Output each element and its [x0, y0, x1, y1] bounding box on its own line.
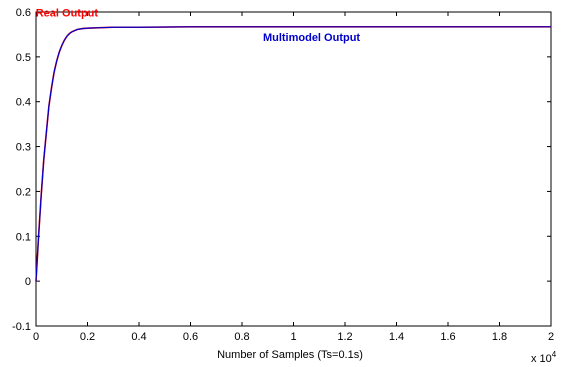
annotation-real-output: Real Output: [36, 7, 99, 19]
x-tick-label: 2: [548, 331, 554, 343]
x-tick-label: 1.6: [440, 331, 455, 343]
series-lines: [35, 25, 551, 282]
y-tick-label: 0.1: [16, 231, 31, 243]
x-tick-label: 1.8: [492, 331, 507, 343]
x-axis-label: Number of Samples (Ts=0.1s): [217, 349, 363, 361]
y-tick-label: -0.1: [12, 321, 31, 333]
axis-ticks: [35, 11, 552, 327]
series-line-multimodel-output: [35, 26, 551, 282]
annotations: Real Output Multimodel Output: [36, 7, 361, 44]
y-tick-label: 0.4: [16, 97, 31, 109]
x-tick-label: 1.2: [337, 331, 352, 343]
plot-area: [35, 11, 552, 327]
y-tick-label: 0.6: [16, 7, 31, 19]
x-tick-label: 1: [290, 331, 296, 343]
axis-tick-labels: 0 0.2 0.4 0.6 0.8 1 1.2 1.4 1.6 1.8 2-0.100.10.20.…: [12, 7, 554, 343]
x-tick-label: 0.8: [234, 331, 249, 343]
y-tick-label: 0.3: [16, 142, 31, 154]
annotation-multimodel-output: Multimodel Output: [263, 32, 360, 44]
x-axis-multiplier: x 104: [531, 350, 557, 365]
x-tick-label: 0.4: [131, 331, 146, 343]
x-tick-label: 0: [33, 331, 39, 343]
x-tick-label: 0.6: [183, 331, 198, 343]
y-tick-label: 0: [25, 276, 31, 288]
y-tick-label: 0.2: [16, 186, 31, 198]
y-tick-label: 0.5: [16, 52, 31, 64]
x-tick-label: 1.4: [389, 331, 404, 343]
x-tick-label: 0.2: [80, 331, 95, 343]
